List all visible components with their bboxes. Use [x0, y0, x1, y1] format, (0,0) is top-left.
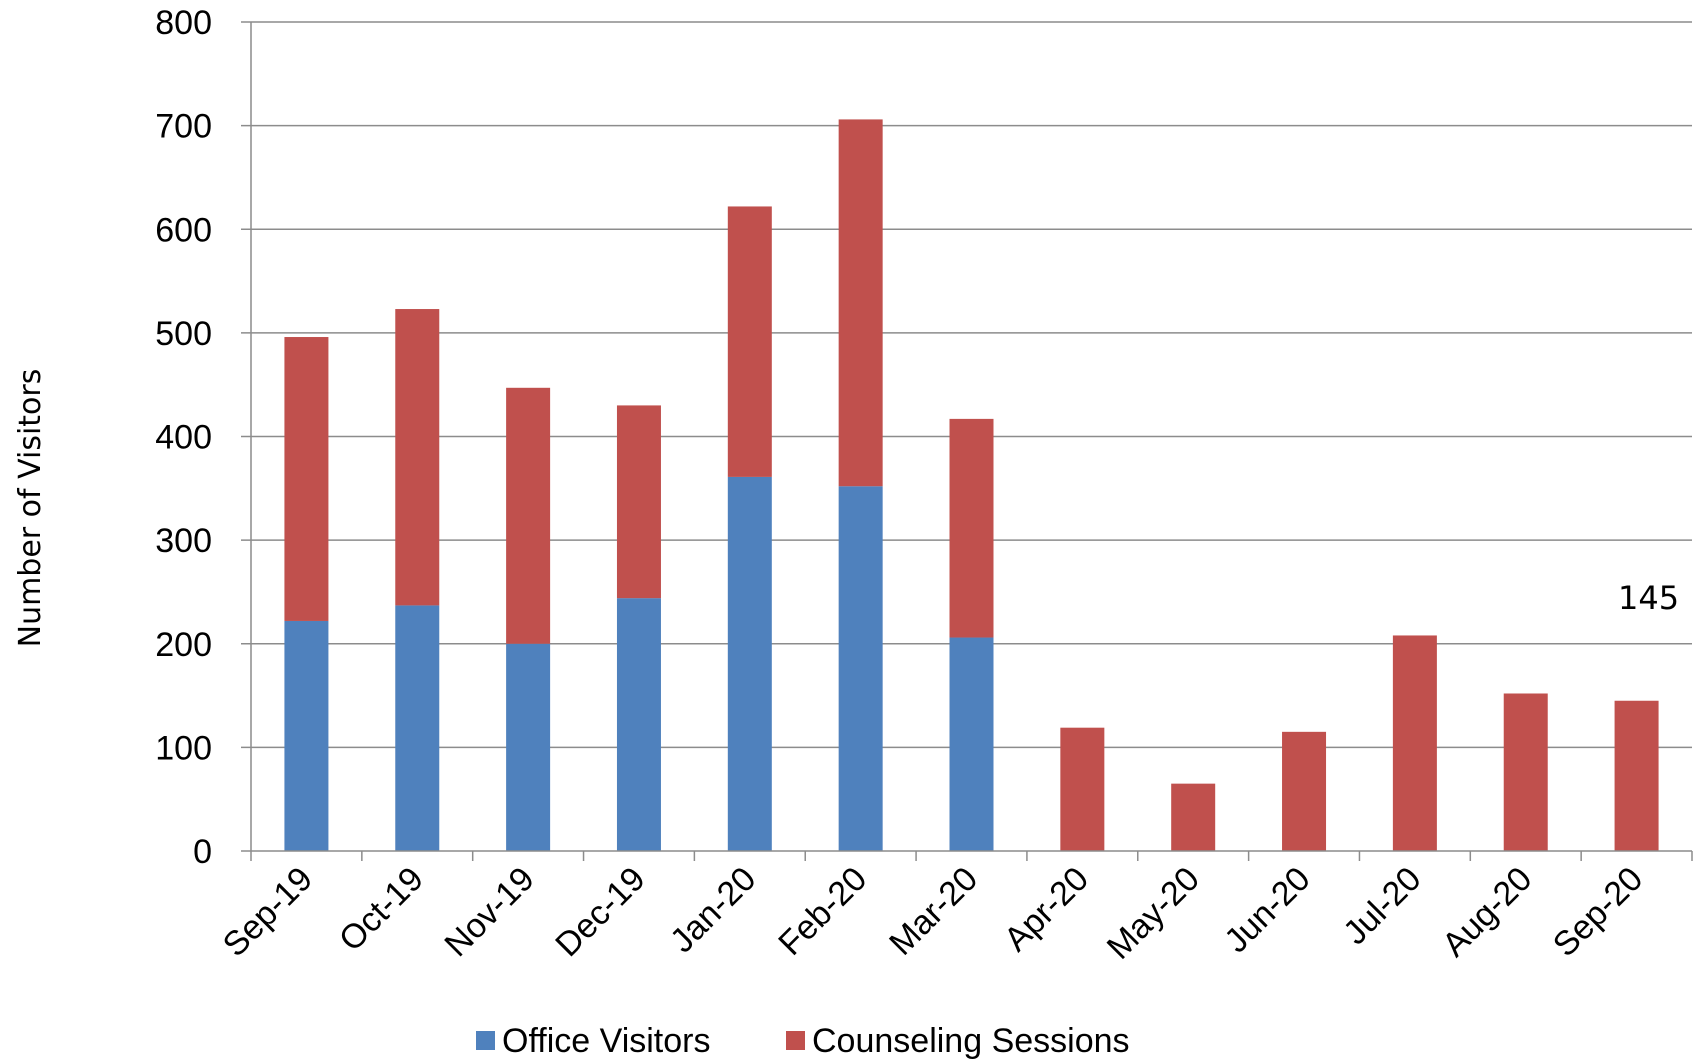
- bar-counseling-sessions: [1282, 731, 1327, 851]
- bar-counseling-sessions: [1614, 700, 1659, 851]
- bar-counseling-sessions: [506, 387, 551, 644]
- x-tick-label: Aug-20: [1435, 860, 1539, 964]
- x-tick-label: Jun-20: [1217, 860, 1317, 960]
- bar-office-visitors: [838, 486, 883, 851]
- bar-office-visitors: [395, 605, 440, 851]
- x-tick-label: Dec-19: [548, 860, 652, 964]
- bar-counseling-sessions: [284, 337, 329, 621]
- bar-counseling-sessions: [1503, 693, 1548, 851]
- x-tick-label: Nov-19: [437, 860, 541, 964]
- y-tick-labels: 0 100 200 300 400 500 600 700 800: [155, 4, 212, 871]
- y-tick-label: 200: [155, 626, 212, 664]
- y-tick-label: 400: [155, 419, 212, 457]
- bar-office-visitors: [616, 598, 661, 851]
- y-tick-label: 0: [193, 833, 212, 871]
- bar-counseling-sessions: [727, 206, 772, 477]
- legend-label: Office Visitors: [502, 1022, 710, 1060]
- bar-counseling-sessions: [395, 309, 440, 606]
- bar-counseling-sessions: [1060, 727, 1105, 851]
- x-tick-label: Sep-20: [1546, 860, 1650, 964]
- legend-swatch: [786, 1031, 805, 1050]
- x-tick-labels: Sep-19 Oct-19 Nov-19 Dec-19 Jan-20 Feb-20 Mar-…: [216, 860, 1651, 967]
- x-tick-label: Jul-20: [1336, 860, 1428, 952]
- bar-office-visitors: [949, 637, 994, 851]
- x-tick-label: Jan-20: [663, 860, 763, 960]
- bar-counseling-sessions: [838, 119, 883, 487]
- x-tick-label: Oct-19: [332, 860, 431, 959]
- legend-label: Counseling Sessions: [812, 1022, 1130, 1060]
- y-tick-label: 700: [155, 108, 212, 146]
- y-tick-label: 500: [155, 315, 212, 353]
- data-label: 145: [1618, 579, 1679, 617]
- bar-counseling-sessions: [616, 405, 661, 599]
- bar-counseling-sessions: [1171, 783, 1216, 851]
- bar-office-visitors: [727, 476, 772, 851]
- y-tick-label: 600: [155, 211, 212, 249]
- x-tick-label: Apr-20: [997, 860, 1096, 959]
- x-tick-label: Feb-20: [771, 860, 874, 963]
- y-tick-label: 300: [155, 522, 212, 560]
- bar-office-visitors: [284, 620, 329, 851]
- legend: Office Visitors Counseling Sessions: [476, 1022, 1130, 1060]
- legend-swatch: [476, 1031, 495, 1050]
- annotations: 145: [1618, 579, 1679, 617]
- x-tick-label: May-20: [1100, 860, 1207, 967]
- x-tick-label: Mar-20: [882, 860, 985, 963]
- bar-counseling-sessions: [1392, 635, 1437, 851]
- y-tick-label: 800: [155, 4, 212, 42]
- bars: [284, 119, 1659, 851]
- x-tick-label: Sep-19: [216, 860, 320, 964]
- axes: [250, 22, 1693, 861]
- y-tick-label: 100: [155, 729, 212, 767]
- bar-office-visitors: [506, 643, 551, 851]
- y-axis-title: Number of Visitors: [13, 369, 48, 648]
- bar-counseling-sessions: [949, 418, 994, 638]
